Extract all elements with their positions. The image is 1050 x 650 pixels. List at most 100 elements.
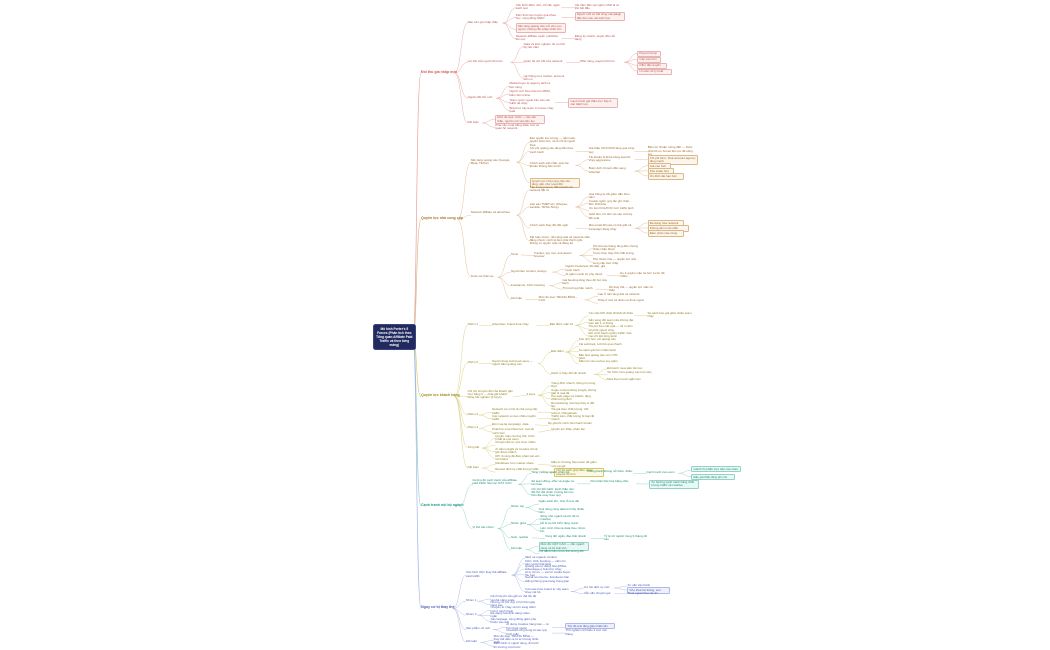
branch-label[interactable]: Cạnh tranh nội bộ ngành xyxy=(421,502,464,507)
mindmap-node[interactable]: Nhóm 1 xyxy=(466,598,477,603)
mindmap-node[interactable]: Người mới theo trào lưu MMO, kiếm tiền o… xyxy=(509,89,551,97)
mindmap-node[interactable]: Cường độ cạnh tranh của affiliate paid t… xyxy=(472,477,517,486)
mindmap-node[interactable]: Đặc điểm mặc cả xyxy=(549,322,573,327)
mindmap-node[interactable]: Mức đe dọa: TRUNG BÌNH – CAO xyxy=(538,295,578,303)
mindmap-root-node[interactable]: Mô hình Porter's 5 Forces (Phân tích the… xyxy=(373,324,416,351)
mindmap-node[interactable]: Tốc độ test tăng gấp nhiều lần xyxy=(565,623,616,630)
mindmap-node[interactable]: Đàm phán rate riêng xyxy=(647,230,684,237)
mindmap-node[interactable]: Nhóm 4 xyxy=(467,425,479,430)
mindmap-node[interactable]: Sẵn sàng đổi team nếu không đạt cam kết … xyxy=(588,317,634,325)
mindmap-node[interactable]: Offer độc quyền xyxy=(637,62,668,69)
mindmap-node[interactable]: Phụ thuộc nhẹ — quyền lực nhà cung cấp t… xyxy=(592,257,636,265)
mindmap-node[interactable]: Khó tính hơn với quảng cáo xyxy=(578,337,616,342)
mindmap-node[interactable]: Tools xyxy=(511,251,519,256)
mindmap-node[interactable]: Remarketing nuôi tệp thay vì đốt tệp xyxy=(551,400,595,409)
mindmap-node[interactable]: Các sàn TMĐT lớn (Shopee, Lazada, TikTok… xyxy=(529,202,568,210)
mindmap-node[interactable]: Kết luận xyxy=(511,546,523,551)
mindmap-node[interactable]: KPI rõ ràng để đàm phán win-win với bran… xyxy=(495,453,540,461)
mindmap-node[interactable]: Nhưng chi phí duy trì lợi thế ngày càng … xyxy=(490,599,536,608)
mindmap-node[interactable]: Quyền lực nhà cung cấp nền tảng: gần như… xyxy=(529,178,580,189)
mindmap-node[interactable]: Đa dạng hóa định dạng video ngắn xyxy=(490,610,530,619)
mindmap-node[interactable]: Quảng cáo tự động hóa (PMax, Advantage+)… xyxy=(525,564,568,572)
mindmap-node[interactable]: Niềm tin vào review suy giảm xyxy=(578,359,618,364)
mindmap-node[interactable]: Nền tảng quảng cáo mở cho mọi người, khô… xyxy=(515,23,566,34)
mindmap-node[interactable]: Cài ad-block, lướt bỏ qua nhanh xyxy=(578,341,622,346)
mindmap-node[interactable]: Buộc dịch chuyển dần sang whitehat xyxy=(588,166,626,174)
mindmap-node[interactable]: Đội mua lại campaign, data xyxy=(492,421,529,426)
mindmap-node[interactable]: Quyền lực thấp, phân tán xyxy=(551,427,585,432)
mindmap-node[interactable]: Chuyển đổi rẻ, lựa chọn nhiều xyxy=(495,440,536,445)
mindmap-node[interactable]: Cao ở nền tảng ads và network xyxy=(597,291,640,296)
mindmap-node[interactable]: Bão hòa quảng cáo nên CTR giảm xyxy=(578,352,618,360)
mindmap-node[interactable]: So sánh giá trên nhiều kênh xyxy=(578,348,617,353)
mindmap-node[interactable]: Nhóm 1 xyxy=(467,322,479,327)
branch-label[interactable]: Quyền lực khách hàng xyxy=(421,393,460,398)
mindmap-node[interactable]: Giá thầu CPC/CPM tăng qua từng quý xyxy=(588,146,635,154)
mindmap-node[interactable]: Dễ thay thế — quyền lực mặc cả thấp xyxy=(608,284,653,293)
mindmap-node[interactable]: Cạnh tranh zero-sum xyxy=(646,470,675,475)
mindmap-node[interactable]: Miếng bánh không nở thêm nhiều xyxy=(587,468,633,473)
mindmap-node[interactable]: Advertiser, brand thuê chạy xyxy=(492,322,529,327)
mindmap-node[interactable]: Số team đông, offer và angle na ná nhau xyxy=(531,479,574,487)
mindmap-node[interactable]: Network coi mình là nhà cung cấp traffic xyxy=(492,407,538,415)
mindmap-node[interactable]: Nguồn freelancer dồi dào, giá cạnh tranh xyxy=(565,264,605,272)
mindmap-node[interactable]: Checklist ứng dụng AI vào quy trình tuần xyxy=(506,628,547,636)
mindmap-node[interactable]: Tư vấn vận hành xyxy=(627,582,651,587)
mindmap-node[interactable]: AI giảm mạnh sự phụ thuộc xyxy=(565,272,603,277)
mindmap-node[interactable]: Ổn định dài hạn hơn xyxy=(647,173,684,180)
mindmap-node[interactable]: Khách lẻ mua khóa học, tool do mình bán xyxy=(492,427,535,435)
mindmap-node[interactable]: Hành vi thay đổi rất nhanh xyxy=(551,371,587,376)
mindmap-node[interactable]: Tăng trưởng ngành chậm lại xyxy=(531,470,570,475)
mindmap-node[interactable]: Chính sách siết chặt, quét tài khoản khô… xyxy=(529,160,569,168)
mindmap-node[interactable]: Cap cao hơn xyxy=(637,56,661,63)
mindmap-node[interactable]: Offer riêng, payout tốt hơn xyxy=(579,59,615,64)
mindmap-node[interactable]: Cơ hội dịch vụ mới xyxy=(584,584,610,589)
mindmap-node[interactable]: Ưu tiên KOL/KOC hơn traffic lạnh xyxy=(588,205,634,210)
mindmap-node[interactable]: Nhóm giữa xyxy=(511,521,526,526)
mindmap-node[interactable]: Cạnh tranh giá thầu trực tiếp ở các GEO … xyxy=(568,98,619,108)
mindmap-node[interactable]: Các network so kèo nhiều nguồn traffic xyxy=(492,414,536,422)
mindmap-node[interactable]: Payout bump xyxy=(637,50,661,58)
mindmap-node[interactable]: Đổi kênh mua sắm liên tục xyxy=(607,365,643,370)
mindmap-node[interactable]: Chính sách thay đổi đột ngột xyxy=(529,223,568,228)
mindmap-node[interactable]: Xây fanpage, cộng đồng giảm phụ thuộc và… xyxy=(490,616,537,624)
mindmap-node[interactable]: Nhóm top xyxy=(511,504,525,509)
mindmap-node[interactable]: Freelancer, KOC booking xyxy=(511,282,545,287)
mindmap-node[interactable]: Nhóm 2 xyxy=(466,611,477,616)
mindmap-node[interactable]: Tài khoản bị khóa hàng loạt khi chạy agg… xyxy=(588,154,631,163)
mindmap-node[interactable]: Vị thế các nhóm xyxy=(472,525,494,530)
mindmap-node[interactable]: Angle content đúng insight, không giật t… xyxy=(551,387,597,395)
mindmap-node[interactable]: Trả giá theo chất lượng: CR, refund, cha… xyxy=(551,407,590,415)
mindmap-node[interactable]: Vốn khởi điểm nhỏ, chỉ cần ngân sách tes… xyxy=(515,3,560,11)
mindmap-node[interactable]: Ít lựa chọn thay thế chất lượng xyxy=(592,250,634,255)
mindmap-node[interactable]: AI dựng creative hàng loạt — rẻ hơn thuê… xyxy=(506,622,549,630)
mindmap-node[interactable]: Cho thuê hệ thống, tool xyxy=(627,587,670,594)
mindmap-node[interactable]: Nhóm 3 xyxy=(467,411,479,416)
mindmap-node[interactable]: Đòi minh bạch nguồn traffic, báo cáo chi… xyxy=(588,330,632,339)
mindmap-node[interactable]: Ai nắm insight và creative tốt sẽ giữ đư… xyxy=(495,447,538,455)
mindmap-node[interactable]: Mua theo trend ngắn hạn xyxy=(607,376,641,381)
mindmap-node[interactable]: Đẩy giá thầu tăng phi mã xyxy=(691,474,736,481)
mindmap-node[interactable]: Traffic kém chất lượng bị loại rất nhanh xyxy=(551,414,595,422)
mindmap-node[interactable]: Mindshare hơn market share xyxy=(495,461,534,466)
mindmap-node[interactable]: Giành thị phần trực tiếp của nhau xyxy=(691,466,742,473)
mindmap-node[interactable]: Chi phí chuyển đổi của khách gần như bằn… xyxy=(467,388,513,400)
branch-label[interactable]: Đối thủ gia nhập mới xyxy=(421,69,457,74)
mindmap-node[interactable]: Đặc điểm xyxy=(551,348,564,353)
mindmap-node[interactable]: Ngân sách lớn, chịu lỗ test dài xyxy=(538,499,579,504)
mindmap-node[interactable]: Phí license tháng tăng dần nhưng chấp nh… xyxy=(592,243,638,252)
mindmap-node[interactable]: Tổng kết xyxy=(467,444,480,449)
mindmap-node[interactable]: Team nước ngoài tràn vào các GEO dễ chạy xyxy=(509,97,551,105)
mindmap-node[interactable]: Chi phí farm, thuê account agency tăng m… xyxy=(647,155,698,166)
mindmap-node[interactable]: AI tự tối ưu — vai trò media buyer thu h… xyxy=(525,569,571,578)
mindmap-node[interactable]: Thị trường phân mảnh xyxy=(562,285,593,290)
mindmap-node[interactable]: Nhóm 2 xyxy=(467,360,479,365)
mindmap-node[interactable]: Mức độ: RẤT CAO — cần ngách riêng và kỷ … xyxy=(538,541,589,552)
mindmap-node[interactable]: Tracker, spy tool, anti-detect browser xyxy=(533,250,572,258)
mindmap-node[interactable]: Cookie ngắn, quy tắc ghi nhận đơn khắt k… xyxy=(588,198,630,206)
mindmap-node[interactable]: Tin KOC hơn quảng cáo trực tiếp xyxy=(607,370,652,375)
mindmap-node[interactable]: Kết luận xyxy=(466,639,478,644)
mindmap-node[interactable]: Tool riêng cộng data tích lũy nhiều năm xyxy=(538,506,585,515)
mindmap-node[interactable]: Chi phí quảng cáo tăng dần theo cạnh tra… xyxy=(529,146,574,154)
mindmap-node[interactable]: Review định kỳ chất lượng traffic xyxy=(495,467,539,472)
